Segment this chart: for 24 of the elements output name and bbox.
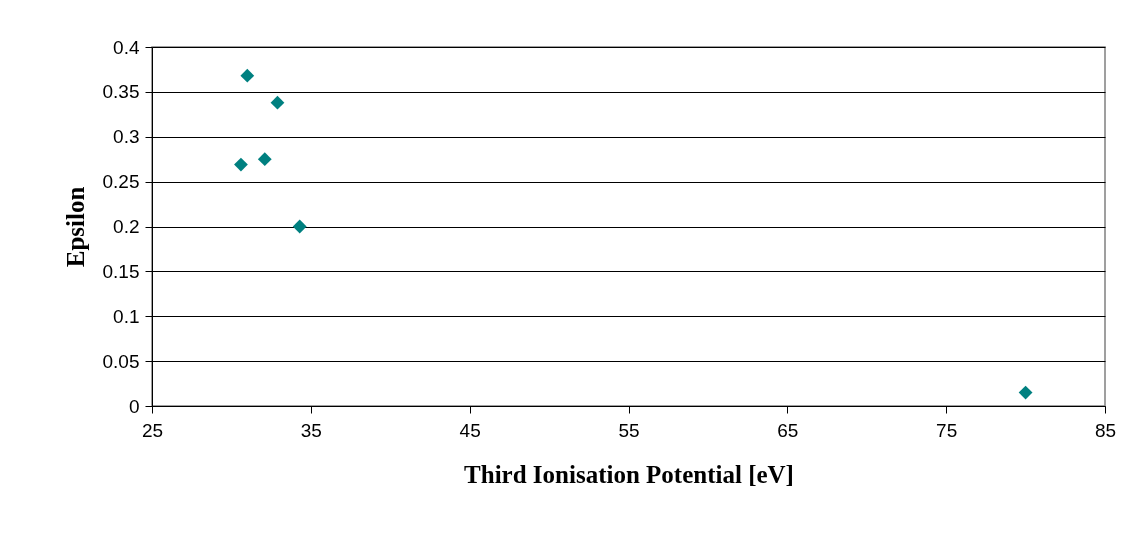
y-tick-label: 0.3 <box>113 126 140 148</box>
y-tick-label: 0 <box>128 395 140 417</box>
x-tick-label: 85 <box>1094 419 1117 441</box>
y-tick-label: 0.2 <box>113 216 140 237</box>
x-tick-label: 75 <box>936 419 958 441</box>
point <box>240 68 255 83</box>
y-tick-label: 0.1 <box>113 305 140 327</box>
point <box>234 157 248 172</box>
x-tick-label: 35 <box>300 419 322 441</box>
x-tick-label: 55 <box>618 419 640 441</box>
y-tick-label: 0.4 <box>113 36 140 58</box>
y-tick-label: 0.35 <box>102 81 140 103</box>
y-tick-label: 0.25 <box>102 171 140 193</box>
point <box>292 219 307 234</box>
x-axis-title: Third Ionisation Potential [eV] <box>464 460 794 488</box>
x-tick-label: 65 <box>777 419 799 441</box>
y-tick-label: 0.15 <box>102 260 140 282</box>
y-tick-label: 0.05 <box>102 350 140 372</box>
x-tick-label: 25 <box>141 419 164 441</box>
x-tick-label: 45 <box>459 419 481 441</box>
point <box>257 152 272 167</box>
point <box>1018 385 1033 400</box>
point <box>270 95 285 110</box>
y-axis-title: Epsilon <box>61 186 89 268</box>
